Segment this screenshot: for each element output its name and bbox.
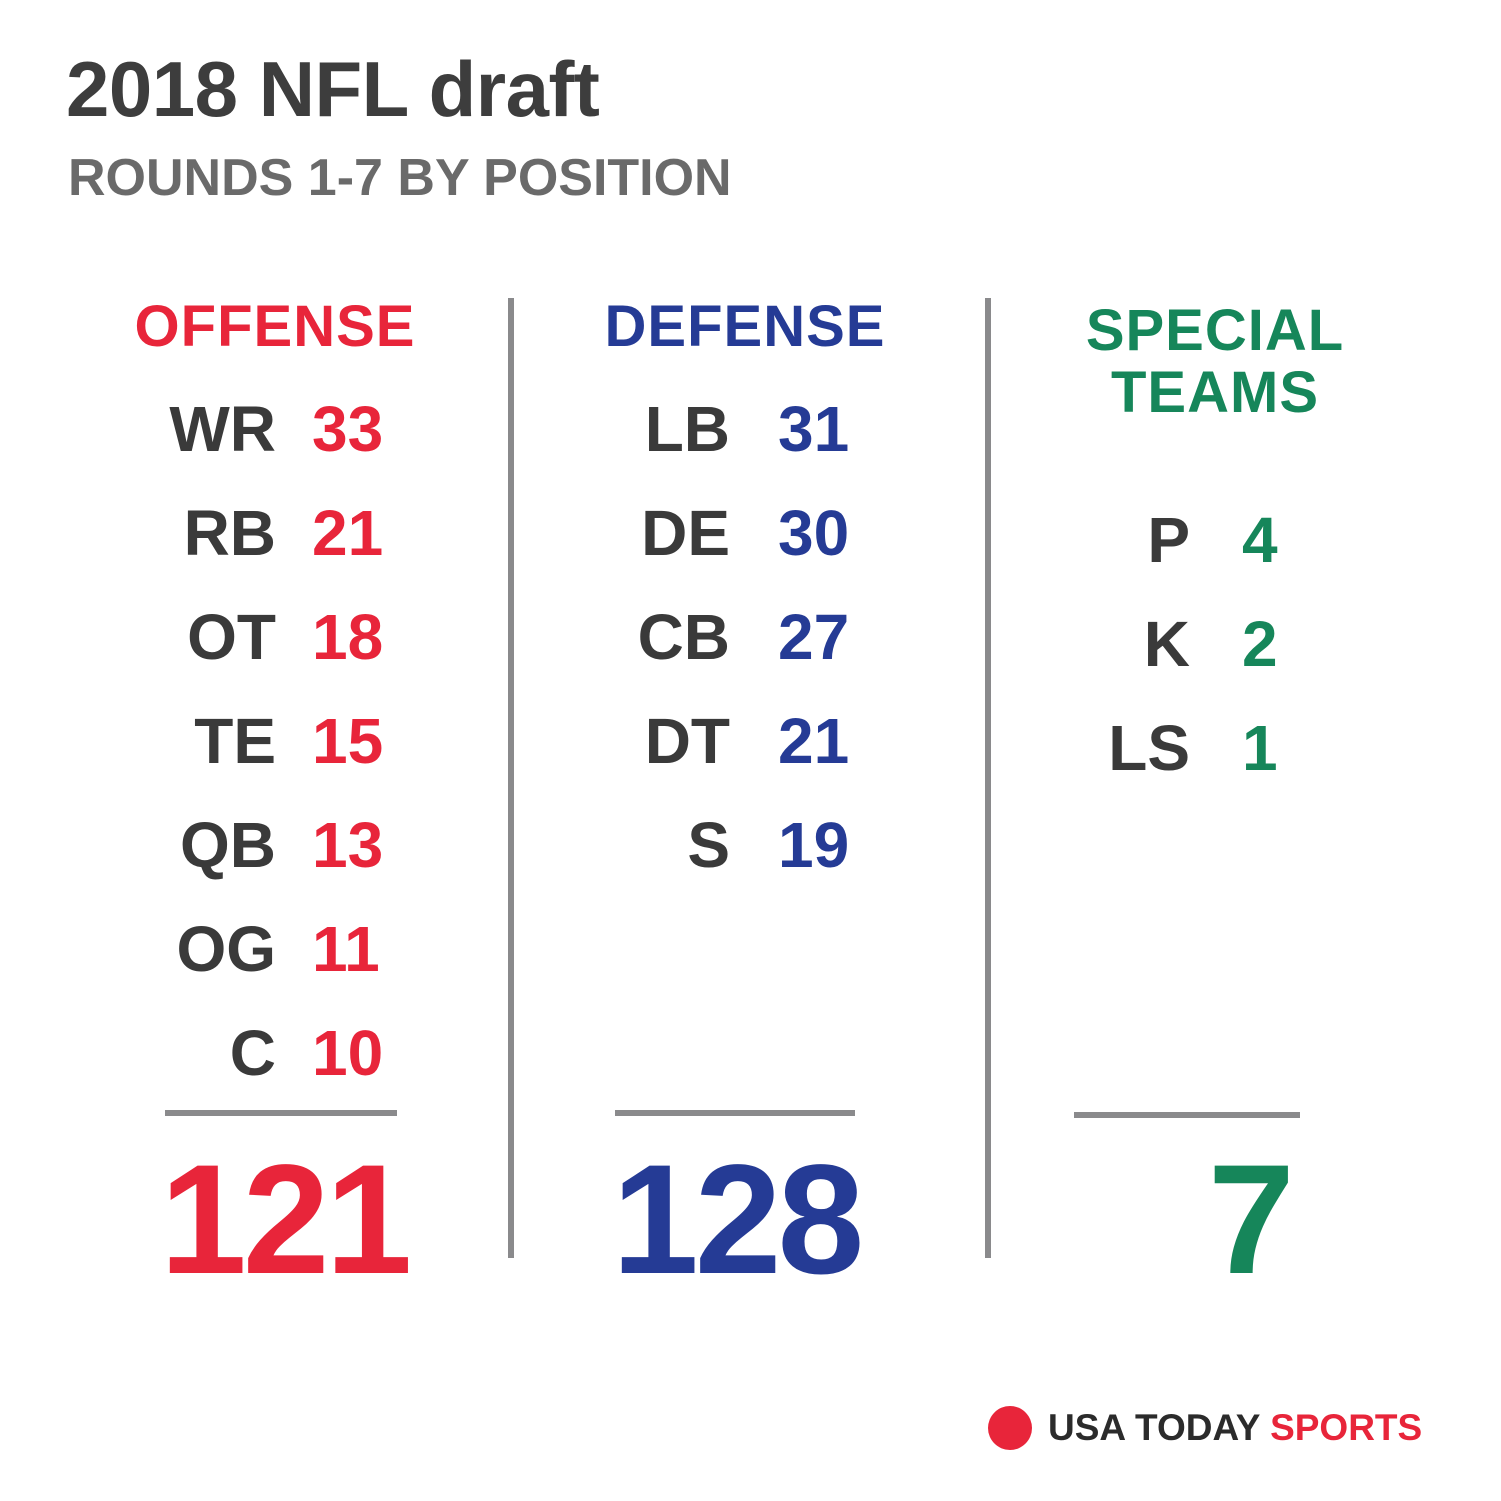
position-label: RB bbox=[183, 497, 276, 569]
special-row-k: K 2 bbox=[0, 608, 1278, 682]
defense-total-rule bbox=[615, 1110, 855, 1116]
position-label: K bbox=[1143, 608, 1190, 680]
offense-row-og: OG 11 bbox=[0, 913, 379, 987]
position-label: TE bbox=[194, 705, 276, 777]
special-row-p: P 4 bbox=[0, 504, 1277, 578]
defense-row-dt: DT 21 bbox=[0, 705, 850, 779]
position-label: S bbox=[687, 809, 730, 881]
position-count: 4 bbox=[1242, 504, 1278, 576]
defense-total: 128 bbox=[612, 1133, 864, 1307]
defense-row-de: DE 30 bbox=[0, 497, 849, 571]
brand-sports: SPORTS bbox=[1270, 1407, 1423, 1448]
position-count: 30 bbox=[778, 497, 850, 569]
defense-row-s: S 19 bbox=[0, 809, 849, 883]
position-count: 10 bbox=[312, 1017, 384, 1089]
position-count: 13 bbox=[312, 809, 384, 881]
special-total-rule bbox=[1074, 1112, 1300, 1118]
special-teams-heading: SPECIAL TEAMS bbox=[1060, 300, 1370, 424]
page-subtitle: ROUNDS 1-7 BY POSITION bbox=[68, 149, 732, 207]
defense-row-cb: CB 27 bbox=[0, 601, 850, 675]
position-label: OG bbox=[176, 913, 276, 985]
position-label: LS bbox=[1108, 712, 1190, 784]
position-count: 21 bbox=[312, 497, 384, 569]
position-label: LB bbox=[644, 393, 730, 465]
position-count: 31 bbox=[778, 393, 850, 465]
special-teams-heading-line2: TEAMS bbox=[1111, 360, 1319, 425]
position-label: C bbox=[229, 1017, 276, 1089]
offense-total: 121 bbox=[160, 1133, 412, 1307]
position-count: 18 bbox=[312, 601, 384, 673]
position-count: 2 bbox=[1242, 608, 1278, 680]
position-label: P bbox=[1147, 504, 1190, 576]
defense-row-lb: LB 31 bbox=[0, 393, 850, 467]
brand-dot-icon bbox=[988, 1406, 1032, 1450]
brand-usa-today: USA TODAY bbox=[1048, 1407, 1260, 1448]
position-count: 33 bbox=[312, 393, 384, 465]
offense-row-rb: RB 21 bbox=[0, 497, 384, 571]
offense-row-qb: QB 13 bbox=[0, 809, 383, 883]
position-label: DT bbox=[644, 705, 730, 777]
offense-total-rule bbox=[165, 1110, 397, 1116]
offense-heading: OFFENSE bbox=[134, 294, 416, 359]
position-count: 21 bbox=[778, 705, 850, 777]
position-count: 11 bbox=[312, 913, 380, 985]
position-label: CB bbox=[637, 601, 730, 673]
position-label: DE bbox=[641, 497, 730, 569]
position-count: 1 bbox=[1242, 712, 1278, 784]
special-teams-total: 7 bbox=[1208, 1133, 1295, 1307]
page-title: 2018 NFL draft bbox=[66, 45, 600, 133]
offense-row-c: C 10 bbox=[0, 1017, 383, 1091]
offense-row-wr: WR 33 bbox=[0, 393, 383, 467]
offense-row-te: TE 15 bbox=[0, 705, 383, 779]
column-divider-left bbox=[508, 298, 514, 1258]
position-label: WR bbox=[169, 393, 276, 465]
position-count: 27 bbox=[778, 601, 850, 673]
position-label: QB bbox=[180, 809, 276, 881]
column-divider-right bbox=[985, 298, 991, 1258]
usa-today-sports-logo: USA TODAY SPORTS bbox=[988, 1406, 1422, 1450]
defense-heading: DEFENSE bbox=[604, 294, 886, 359]
position-count: 19 bbox=[778, 809, 850, 881]
position-count: 15 bbox=[312, 705, 384, 777]
special-teams-heading-line1: SPECIAL bbox=[1085, 298, 1345, 363]
position-label: OT bbox=[187, 601, 276, 673]
offense-row-ot: OT 18 bbox=[0, 601, 383, 675]
special-row-ls: LS 1 bbox=[0, 712, 1277, 786]
